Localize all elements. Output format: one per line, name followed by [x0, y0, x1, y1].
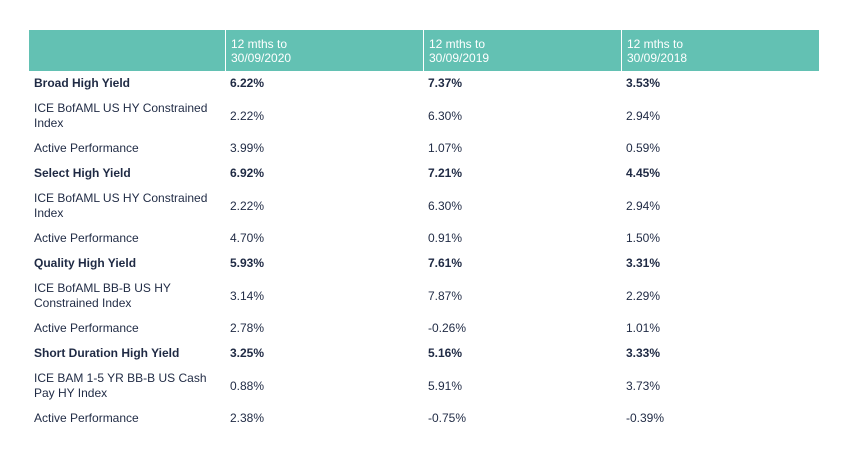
header-2020: 12 mths to 30/09/2020: [225, 30, 423, 71]
table-row: ICE BofAML US HY Constrained Index 2.22%…: [29, 186, 819, 226]
value-2020: 6.92%: [230, 166, 265, 180]
value-2019: 1.07%: [428, 141, 463, 155]
row-label: ICE BofAML US HY Constrained Index: [34, 101, 208, 130]
value-2020: 4.70%: [230, 231, 265, 245]
row-label: Broad High Yield: [34, 76, 131, 90]
table-row: Select High Yield 6.92% 7.21% 4.45%: [29, 161, 819, 186]
value-2020: 5.93%: [230, 256, 265, 270]
value-2019: 7.21%: [428, 166, 463, 180]
header-2020-line2: 30/09/2020: [231, 51, 292, 65]
value-2019: 6.30%: [428, 198, 463, 213]
value-2018: 2.94%: [626, 198, 661, 213]
row-label: Active Performance: [34, 321, 139, 335]
value-2020: 3.25%: [230, 346, 265, 360]
row-label: Short Duration High Yield: [34, 346, 180, 360]
value-2020: 2.22%: [230, 108, 265, 123]
table-row: ICE BofAML US HY Constrained Index 2.22%…: [29, 96, 819, 136]
row-label: ICE BofAML US HY Constrained Index: [34, 191, 208, 220]
value-2019: 7.61%: [428, 256, 463, 270]
value-2020: 2.22%: [230, 198, 265, 213]
value-2019: 5.16%: [428, 346, 463, 360]
value-2020: 2.38%: [230, 411, 265, 425]
row-label: Active Performance: [34, 141, 139, 155]
value-2019: 6.30%: [428, 108, 463, 123]
value-2018: 3.73%: [626, 378, 661, 393]
header-2018-line2: 30/09/2018: [627, 51, 688, 65]
value-2019: 5.91%: [428, 378, 463, 393]
performance-table: 12 mths to 30/09/2020 12 mths to 30/09/2…: [29, 30, 819, 431]
table-row: Active Performance 4.70% 0.91% 1.50%: [29, 226, 819, 251]
row-label: Active Performance: [34, 411, 139, 425]
header-2019-line2: 30/09/2019: [429, 51, 490, 65]
value-2019: -0.26%: [428, 321, 467, 335]
row-label: Select High Yield: [34, 166, 131, 180]
value-2020: 3.14%: [230, 288, 265, 303]
value-2020: 6.22%: [230, 76, 265, 90]
table-header-row: 12 mths to 30/09/2020 12 mths to 30/09/2…: [29, 30, 819, 71]
value-2018: 3.53%: [626, 76, 661, 90]
value-2018: 2.29%: [626, 288, 661, 303]
table-row: Quality High Yield 5.93% 7.61% 3.31%: [29, 251, 819, 276]
row-label: Active Performance: [34, 231, 139, 245]
value-2018: 1.50%: [626, 231, 661, 245]
header-2019: 12 mths to 30/09/2019: [423, 30, 621, 71]
header-2018: 12 mths to 30/09/2018: [621, 30, 819, 71]
table-row: Active Performance 2.78% -0.26% 1.01%: [29, 316, 819, 341]
value-2019: 7.37%: [428, 76, 463, 90]
value-2018: 0.59%: [626, 141, 661, 155]
header-label-cell: [29, 30, 225, 71]
table-row: Active Performance 3.99% 1.07% 0.59%: [29, 136, 819, 161]
table-body: Broad High Yield 6.22% 7.37% 3.53% ICE B…: [29, 71, 819, 431]
value-2020: 3.99%: [230, 141, 265, 155]
value-2018: 3.33%: [626, 346, 661, 360]
value-2019: 7.87%: [428, 288, 463, 303]
row-label: ICE BofAML BB-B US HY Constrained Index: [34, 281, 171, 310]
header-2018-line1: 12 mths to: [627, 37, 684, 51]
table-row: Active Performance 2.38% -0.75% -0.39%: [29, 406, 819, 431]
value-2019: 0.91%: [428, 231, 463, 245]
value-2018: 3.31%: [626, 256, 661, 270]
value-2020: 0.88%: [230, 378, 265, 393]
table-row: Short Duration High Yield 3.25% 5.16% 3.…: [29, 341, 819, 366]
table-row: ICE BAM 1-5 YR BB-B US Cash Pay HY Index…: [29, 366, 819, 406]
value-2018: 4.45%: [626, 166, 661, 180]
table-row: ICE BofAML BB-B US HY Constrained Index …: [29, 276, 819, 316]
value-2018: -0.39%: [626, 411, 665, 425]
row-label: Quality High Yield: [34, 256, 137, 270]
header-2020-line1: 12 mths to: [231, 37, 288, 51]
value-2019: -0.75%: [428, 411, 467, 425]
value-2018: 2.94%: [626, 108, 661, 123]
value-2020: 2.78%: [230, 321, 265, 335]
value-2018: 1.01%: [626, 321, 661, 335]
header-2019-line1: 12 mths to: [429, 37, 486, 51]
table-row: Broad High Yield 6.22% 7.37% 3.53%: [29, 71, 819, 96]
row-label: ICE BAM 1-5 YR BB-B US Cash Pay HY Index: [34, 371, 207, 400]
